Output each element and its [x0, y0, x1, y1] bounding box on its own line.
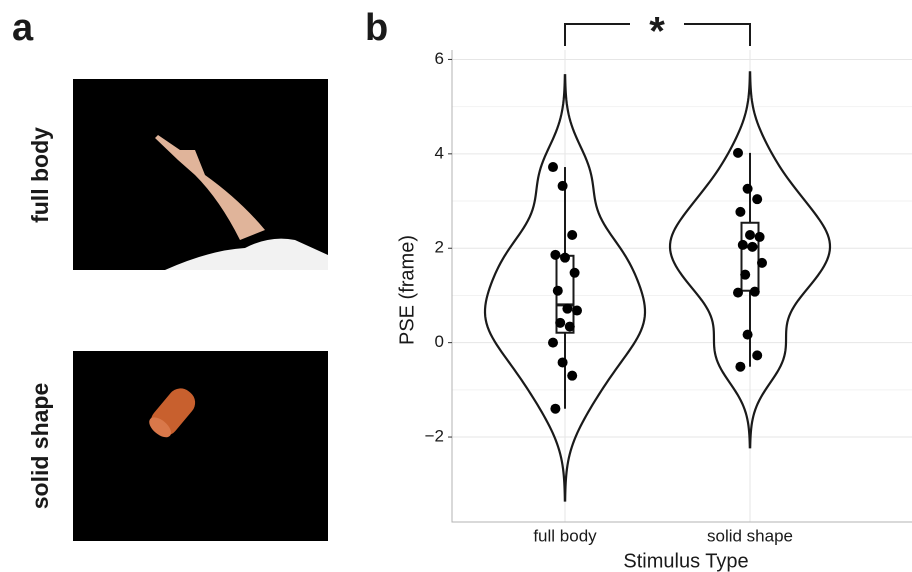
- data-point: [735, 207, 745, 217]
- data-point: [558, 357, 568, 367]
- data-point: [738, 240, 748, 250]
- data-point: [548, 338, 558, 348]
- image-solid-shape: [73, 351, 328, 541]
- x-tick-label: solid shape: [707, 526, 793, 545]
- data-point: [553, 286, 563, 296]
- image-label: solid shape: [27, 383, 53, 510]
- data-point: [752, 194, 762, 204]
- y-tick-label: 2: [435, 238, 444, 257]
- data-point: [755, 232, 765, 242]
- y-axis-label: PSE (frame): [396, 235, 418, 345]
- data-point: [733, 148, 743, 158]
- image-full-body: [73, 79, 328, 270]
- significance-marker: *: [649, 10, 665, 54]
- data-point: [740, 270, 750, 280]
- data-point: [752, 350, 762, 360]
- data-point: [548, 162, 558, 172]
- data-point: [747, 242, 757, 252]
- panel-label: b: [365, 7, 388, 49]
- panel-label: a: [12, 7, 34, 49]
- data-point: [743, 184, 753, 194]
- axis-frame: [452, 50, 912, 522]
- image-label: full body: [27, 127, 53, 223]
- data-point: [735, 362, 745, 372]
- data-point: [562, 304, 572, 314]
- y-tick-label: 6: [435, 49, 444, 68]
- data-point: [570, 268, 580, 278]
- data-point: [750, 287, 760, 297]
- y-tick-label: −2: [425, 427, 444, 446]
- data-point: [757, 258, 767, 268]
- data-point: [555, 318, 565, 328]
- data-point: [550, 404, 560, 414]
- data-point: [565, 322, 575, 332]
- data-point: [558, 181, 568, 191]
- x-tick-label: full body: [533, 526, 597, 545]
- data-point: [567, 230, 577, 240]
- data-point: [733, 288, 743, 298]
- data-point: [745, 230, 755, 240]
- y-tick-label: 4: [435, 143, 444, 162]
- data-point: [550, 250, 560, 260]
- data-point: [743, 330, 753, 340]
- data-point: [572, 306, 582, 316]
- figure: a full body solid shape b Stimulus Type …: [0, 0, 912, 572]
- x-axis-label: Stimulus Type: [623, 550, 748, 572]
- data-point: [567, 371, 577, 381]
- data-point: [560, 253, 570, 263]
- y-tick-label: 0: [435, 332, 444, 351]
